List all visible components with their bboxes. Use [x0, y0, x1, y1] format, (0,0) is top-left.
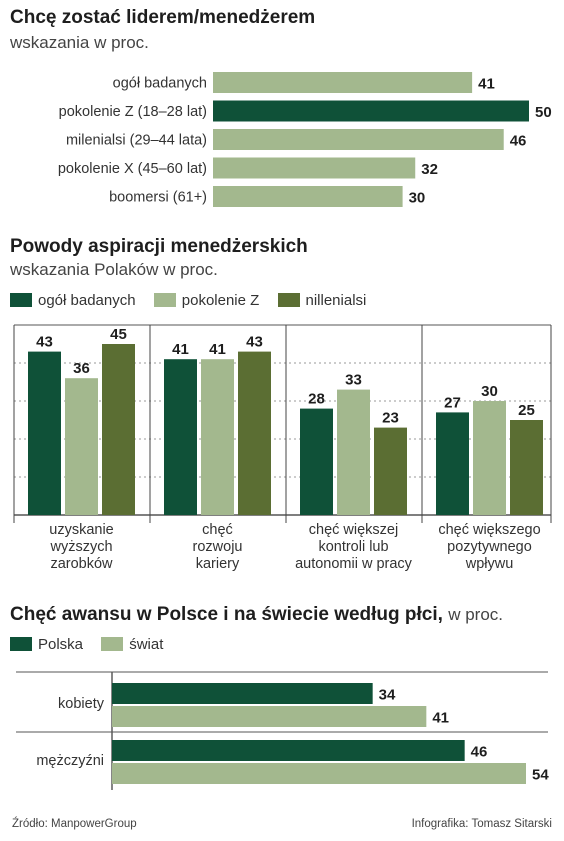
bar — [112, 683, 373, 704]
category-label: chęć większej — [309, 522, 398, 538]
category-label: kariery — [196, 556, 240, 572]
bar — [300, 408, 333, 515]
value-label: 50 — [535, 104, 552, 121]
legend-label: nillenialsi — [305, 292, 367, 309]
bar — [28, 351, 61, 515]
value-label: 45 — [110, 326, 127, 343]
value-label: 54 — [532, 767, 549, 784]
value-label: 43 — [36, 334, 53, 351]
chart1-svg: ogół badanych 41 pokolenie Z (18–28 lat) 50… — [58, 72, 552, 207]
value-label: 36 — [73, 360, 90, 377]
value-label: 46 — [510, 133, 527, 150]
category-label: chęć większego — [438, 522, 540, 538]
value-label: 34 — [379, 687, 396, 704]
bar — [510, 420, 543, 515]
bar — [213, 157, 416, 179]
category-label: milenialsi (29–44 lata) — [66, 133, 207, 149]
bar — [65, 378, 98, 515]
category-label: wyższych — [49, 539, 112, 555]
chart2-subtitle: wskazania Polaków w proc. — [10, 260, 218, 279]
bar — [112, 706, 427, 727]
value-label: 30 — [481, 383, 498, 400]
legend-label: Polska — [38, 636, 84, 653]
category-label: kontroli lub — [318, 539, 388, 555]
bar — [374, 427, 407, 515]
chart3-legend: Polska świat — [10, 636, 177, 653]
value-label: 30 — [409, 190, 426, 207]
category-label: uzyskanie — [49, 522, 113, 538]
bar — [112, 763, 526, 784]
category-label: autonomii w pracy — [295, 556, 413, 572]
value-label: 41 — [209, 341, 226, 358]
bar — [201, 359, 234, 515]
legend-item-milenialsi: nillenialsi — [277, 292, 367, 309]
legend-item-pokolenie-z: pokolenie Z — [153, 292, 260, 309]
category-label: pokolenie Z (18–28 lat) — [59, 104, 207, 120]
footer-credit: Infografika: Tomasz Sitarski — [411, 818, 552, 830]
category-label: chęć — [202, 522, 233, 538]
bar — [213, 72, 473, 93]
value-label: 23 — [382, 410, 399, 427]
legend-item-swiat: świat — [101, 636, 163, 653]
bar — [337, 389, 370, 515]
value-label: 41 — [172, 341, 189, 358]
value-label: 41 — [432, 710, 449, 727]
category-label: rozwoju — [193, 539, 243, 555]
category-label: ogół badanych — [113, 76, 207, 92]
bar — [238, 351, 271, 515]
bar — [213, 186, 403, 207]
category-label: mężczyźni — [36, 753, 104, 769]
category-label: zarobków — [50, 556, 113, 572]
legend-swatch — [277, 293, 300, 307]
chart1-subtitle: wskazania w proc. — [10, 33, 149, 52]
chart3-subtitle: w proc. — [448, 605, 504, 624]
value-label: 41 — [478, 76, 495, 93]
bar — [436, 412, 469, 515]
legend-swatch — [10, 293, 32, 307]
value-label: 33 — [345, 372, 362, 389]
bar — [213, 129, 504, 150]
value-label: 25 — [518, 402, 535, 419]
legend-label: świat — [129, 636, 164, 653]
value-label: 32 — [421, 161, 438, 178]
chart2-title: Powody aspiracji menedżerskich — [10, 236, 308, 257]
value-label: 43 — [246, 334, 263, 351]
bar — [473, 401, 506, 515]
footer-source: Źródło: ManpowerGroup — [12, 818, 137, 830]
chart3-title-text: Chęć awansu w Polsce i na świecie według… — [10, 604, 443, 625]
legend-item-polska: Polska — [10, 636, 83, 653]
legend-swatch — [10, 637, 32, 651]
value-label: 46 — [471, 744, 488, 761]
category-label: kobiety — [58, 696, 105, 712]
value-label: 27 — [444, 394, 461, 411]
legend-item-ogol: ogół badanych — [10, 292, 136, 309]
legend-label: ogół badanych — [38, 292, 136, 309]
chart3-title: Chęć awansu w Polsce i na świecie według… — [10, 604, 503, 626]
bar — [112, 740, 465, 761]
legend-label: pokolenie Z — [181, 292, 260, 309]
bar — [164, 359, 197, 515]
bar — [102, 344, 135, 515]
category-label: boomersi (61+) — [109, 190, 207, 206]
chart3-svg: kobiety 34 41 mężczyźni 46 54 — [16, 671, 549, 790]
bar — [213, 100, 529, 122]
chart2-legend: ogół badanych pokolenie Z nillenialsi — [10, 292, 380, 309]
category-label: pozytywnego — [447, 539, 532, 555]
value-label: 28 — [308, 391, 325, 408]
category-label: pokolenie X (45–60 lat) — [58, 161, 207, 177]
category-label: wpływu — [465, 556, 514, 572]
legend-swatch — [101, 637, 124, 651]
chart1-title: Chcę zostać liderem/menedżerem — [10, 7, 316, 28]
legend-swatch — [153, 293, 176, 307]
